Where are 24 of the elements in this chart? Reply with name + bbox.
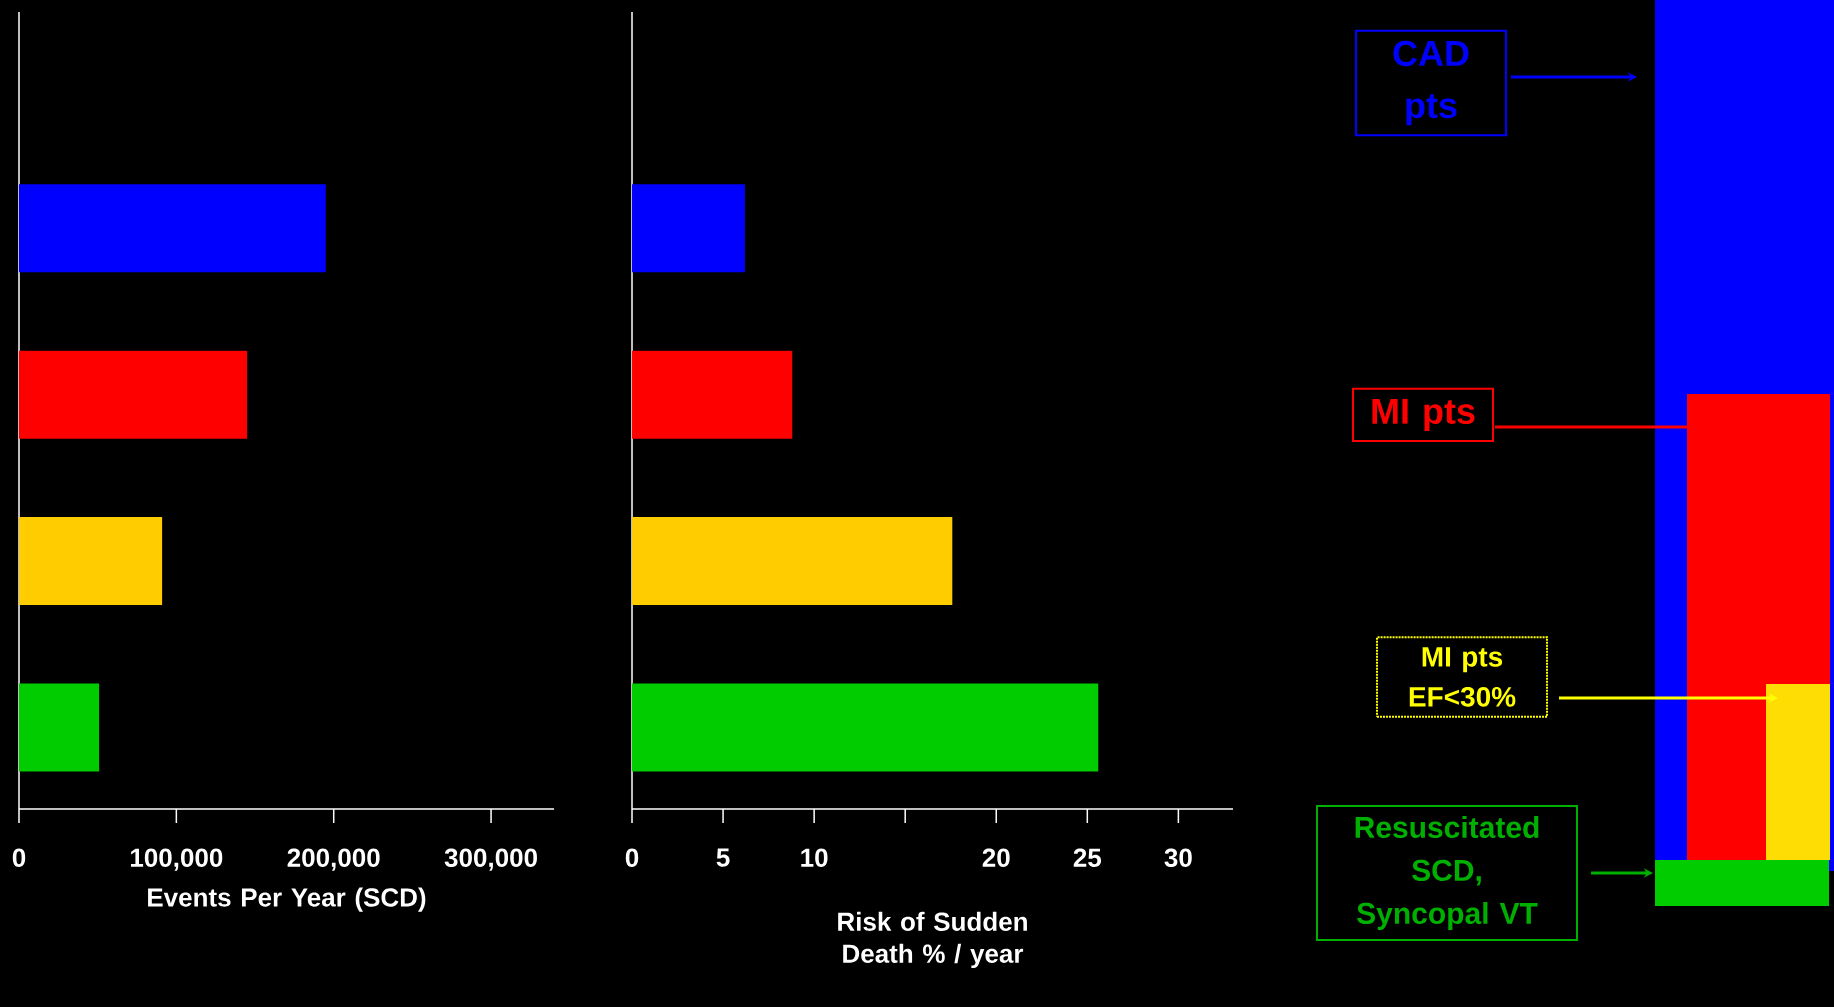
bar [19, 184, 326, 273]
text: Resuscitated SCD, Syncopal VT [1355, 816, 1539, 930]
x-tick-label: 0 [625, 848, 639, 867]
text: CAD pts [1393, 40, 1469, 126]
bar [19, 683, 100, 772]
x-tick-label: 0 [12, 848, 26, 867]
x-tick-label: 20 [982, 848, 1010, 867]
x-tick-label: 10 [801, 848, 828, 867]
bar [632, 517, 953, 606]
x-tick-label: 30 [1164, 848, 1192, 867]
x-tick-label: 300,000 [444, 848, 537, 871]
x-tick-label: 100,000 [130, 848, 223, 871]
bar [19, 350, 248, 439]
bar [19, 517, 163, 606]
bar [632, 683, 1099, 772]
x-axis-title: Risk of Sudden Death % / year [838, 911, 1027, 969]
bar [632, 184, 745, 273]
text: MI pts EF<30% [1409, 647, 1516, 707]
bar [632, 350, 793, 439]
text: MI pts [1372, 398, 1475, 432]
x-tick-label: 25 [1073, 848, 1102, 867]
x-tick-label: 5 [716, 848, 730, 867]
x-axis-title: Events Per Year (SCD) [148, 887, 426, 912]
x-tick-label: 200,000 [287, 848, 380, 871]
